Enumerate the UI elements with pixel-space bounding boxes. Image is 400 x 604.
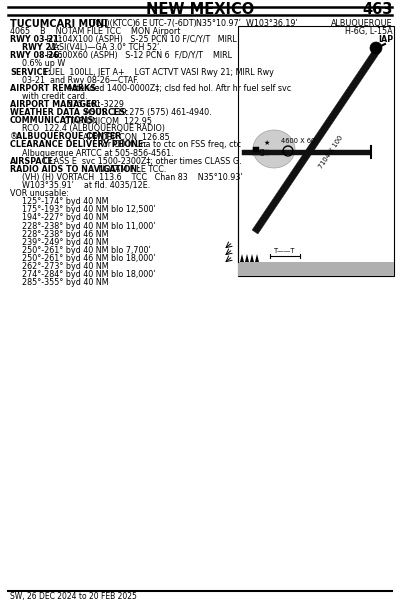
Text: W103°35.91ʹ    at fld. 4035/12E.: W103°35.91ʹ at fld. 4035/12E.	[22, 181, 150, 190]
Text: COMMUNICATIONS:: COMMUNICATIONS:	[10, 116, 98, 125]
Text: ★: ★	[264, 140, 270, 146]
Text: RCO  122.4 (ALBUQUERQUE RADIO): RCO 122.4 (ALBUQUERQUE RADIO)	[22, 124, 165, 133]
Text: 4065    B    NOTAM FILE TCC    MON Airport: 4065 B NOTAM FILE TCC MON Airport	[10, 27, 180, 36]
Text: T——T: T——T	[274, 248, 296, 254]
Text: VASI(V4L)—GA 3.0° TCH 52ʹ.: VASI(V4L)—GA 3.0° TCH 52ʹ.	[46, 43, 162, 52]
Text: CLEARANCE DELIVERY PHONE:: CLEARANCE DELIVERY PHONE:	[10, 140, 146, 149]
Text: FUEL  100LL, JET A+    LGT ACTVT VASI Rwy 21; MIRL Rwy: FUEL 100LL, JET A+ LGT ACTVT VASI Rwy 21…	[37, 68, 274, 77]
Text: CLASS E  svc 1500-2300Z‡; other times CLASS G.: CLASS E svc 1500-2300Z‡; other times CLA…	[41, 156, 242, 165]
Polygon shape	[250, 254, 254, 262]
Text: (VH) (H) VORTACH  113.6    TCC   Chan 83    N35°10.93ʹ: (VH) (H) VORTACH 113.6 TCC Chan 83 N35°1…	[22, 173, 243, 182]
Text: ®: ®	[10, 132, 18, 141]
Text: SW, 26 DEC 2024 to 20 FEB 2025: SW, 26 DEC 2024 to 20 FEB 2025	[10, 592, 137, 601]
Text: AIRPORT MANAGER:: AIRPORT MANAGER:	[10, 100, 101, 109]
Text: 228°-238° byd 46 NM: 228°-238° byd 46 NM	[22, 230, 108, 239]
Text: 03-21  and Rwy 08-26—CTAF.: 03-21 and Rwy 08-26—CTAF.	[22, 76, 139, 85]
Text: (TCC)(KTCC): (TCC)(KTCC)	[88, 19, 136, 28]
Text: 6 E: 6 E	[135, 19, 148, 28]
Text: For CD if una to ctc on FSS freq, ctc: For CD if una to ctc on FSS freq, ctc	[96, 140, 241, 149]
Text: UTC-7(-6DT): UTC-7(-6DT)	[148, 19, 197, 28]
Text: ALBUQUERQUE: ALBUQUERQUE	[331, 19, 393, 28]
Text: 274°-284° byd 40 NM blo 18,000ʹ: 274°-284° byd 40 NM blo 18,000ʹ	[22, 270, 156, 279]
Text: with credit card.: with credit card.	[22, 92, 88, 101]
Bar	[238, 262, 394, 276]
Text: ASOS  119.275 (575) 461-4940.: ASOS 119.275 (575) 461-4940.	[82, 108, 212, 117]
Text: 239°-249° byd 40 NM: 239°-249° byd 40 NM	[22, 237, 109, 246]
Text: AIRPORT REMARKS:: AIRPORT REMARKS:	[10, 84, 99, 92]
Text: 250°-261° byd 40 NM blo 7,700ʹ: 250°-261° byd 40 NM blo 7,700ʹ	[22, 246, 151, 255]
Text: 4600 X 60: 4600 X 60	[281, 138, 315, 144]
Text: AIRSPACE:: AIRSPACE:	[10, 156, 57, 165]
Text: NEW MEXICO: NEW MEXICO	[146, 2, 254, 17]
Text: 250°-261° byd 46 NM blo 18,000ʹ: 250°-261° byd 46 NM blo 18,000ʹ	[22, 254, 156, 263]
Text: ALBUQUERQUE CENTER: ALBUQUERQUE CENTER	[16, 132, 121, 141]
Text: Attended 1400-0000Z‡; clsd fed hol. Aftr hr fuel self svc: Attended 1400-0000Z‡; clsd fed hol. Aftr…	[65, 84, 291, 92]
Text: APP/DEP CON  126.85: APP/DEP CON 126.85	[78, 132, 169, 141]
Bar	[253, 147, 259, 152]
Polygon shape	[240, 254, 244, 262]
Text: 125°-174° byd 40 NM: 125°-174° byd 40 NM	[22, 197, 108, 206]
Text: N35°10.97ʹ  W103°36.19ʹ: N35°10.97ʹ W103°36.19ʹ	[196, 19, 298, 28]
Text: TUCUMCARI MUNI: TUCUMCARI MUNI	[10, 19, 108, 29]
Bar	[238, 26, 394, 276]
Text: RWY 21:: RWY 21:	[22, 43, 60, 52]
Text: 262°-273° byd 40 NM: 262°-273° byd 40 NM	[22, 262, 109, 271]
Text: H-6G, L-15A: H-6G, L-15A	[345, 27, 393, 36]
Circle shape	[370, 42, 382, 54]
Text: WEATHER DATA SOURCES:: WEATHER DATA SOURCES:	[10, 108, 128, 117]
Text: 175°-193° byd 40 NM blo 12,500ʹ: 175°-193° byd 40 NM blo 12,500ʹ	[22, 205, 156, 214]
Polygon shape	[242, 150, 370, 155]
Text: RWY 03-21:: RWY 03-21:	[10, 35, 62, 44]
Text: Albuquerque ARTCC at 505-856-4561.: Albuquerque ARTCC at 505-856-4561.	[22, 149, 174, 158]
Text: CTAF/UNICOM  122.95: CTAF/UNICOM 122.95	[61, 116, 152, 125]
Text: 228°-238° byd 40 NM blo 11,000ʹ: 228°-238° byd 40 NM blo 11,000ʹ	[22, 222, 156, 231]
Text: VOR unusable:: VOR unusable:	[10, 189, 69, 198]
Text: RADIO AIDS TO NAVIGATION:: RADIO AIDS TO NAVIGATION:	[10, 165, 140, 174]
Text: 463: 463	[363, 2, 393, 17]
Text: SERVICE:: SERVICE:	[10, 68, 51, 77]
Text: IAP: IAP	[378, 35, 393, 44]
Text: 575-461-3229: 575-461-3229	[65, 100, 124, 109]
Polygon shape	[252, 47, 381, 234]
Text: 0.6% up W: 0.6% up W	[22, 59, 65, 68]
Polygon shape	[245, 254, 249, 262]
Text: 7104 X 100: 7104 X 100	[318, 135, 345, 170]
Polygon shape	[255, 254, 259, 262]
Text: H4600X60 (ASPH)   S-12 PCN 6  F/D/Y/T    MIRL: H4600X60 (ASPH) S-12 PCN 6 F/D/Y/T MIRL	[44, 51, 232, 60]
Text: RWY 08-26:: RWY 08-26:	[10, 51, 62, 60]
Ellipse shape	[253, 130, 295, 168]
Polygon shape	[252, 149, 268, 155]
Text: NOTAM FILE TCC.: NOTAM FILE TCC.	[96, 165, 166, 174]
Text: H7104X100 (ASPH)   S-25 PCN 10 F/C/Y/T   MIRL: H7104X100 (ASPH) S-25 PCN 10 F/C/Y/T MIR…	[44, 35, 237, 44]
Text: 285°-355° byd 40 NM: 285°-355° byd 40 NM	[22, 278, 109, 287]
Text: ⤙: ⤙	[260, 149, 264, 155]
Text: 194°-227° byd 40 NM: 194°-227° byd 40 NM	[22, 213, 109, 222]
